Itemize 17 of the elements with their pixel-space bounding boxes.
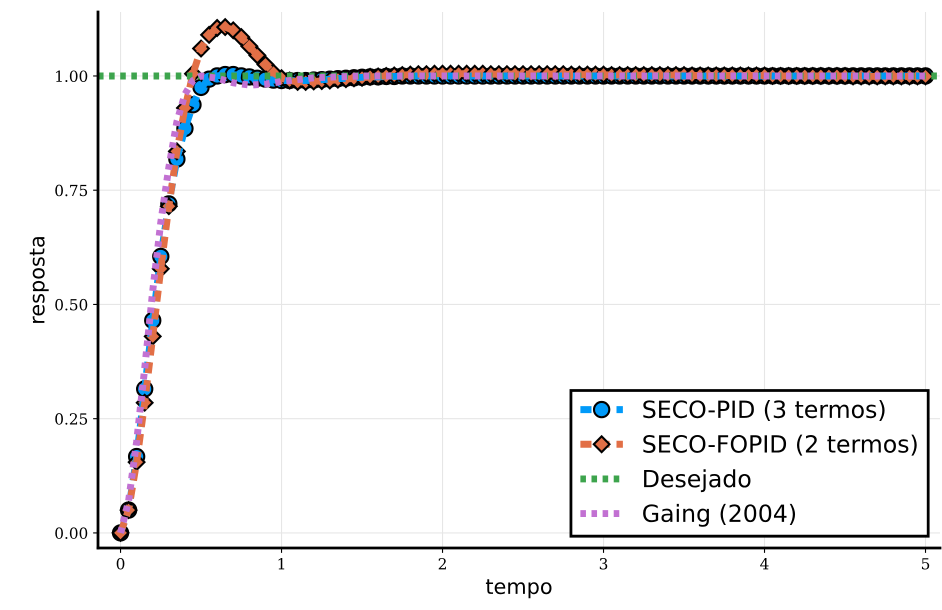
- y-tick-label: 1.00: [56, 70, 88, 82]
- x-tick-label: 4: [760, 558, 769, 570]
- x-axis-title: tempo: [486, 579, 552, 598]
- legend-label: SECO-FOPID (2 termos): [643, 434, 917, 456]
- y-tick-label: 0.50: [55, 298, 88, 310]
- x-tick-label: 2: [438, 558, 446, 570]
- x-tick-label: 0: [116, 558, 124, 570]
- y-tick-label: 0.75: [55, 184, 88, 196]
- x-tick-label: 5: [922, 558, 930, 570]
- legend-label: Gaing (2004): [643, 504, 796, 527]
- legend-label: SECO-PID (3 termos): [643, 400, 885, 421]
- x-tick-label: 3: [600, 558, 608, 570]
- x-tick-label: 1: [278, 558, 284, 570]
- y-axis-title: resposta: [30, 237, 49, 323]
- y-tick-label: 0.25: [55, 413, 88, 425]
- legend-label: Desejado: [644, 469, 750, 492]
- y-tick-label: 0.00: [55, 527, 88, 539]
